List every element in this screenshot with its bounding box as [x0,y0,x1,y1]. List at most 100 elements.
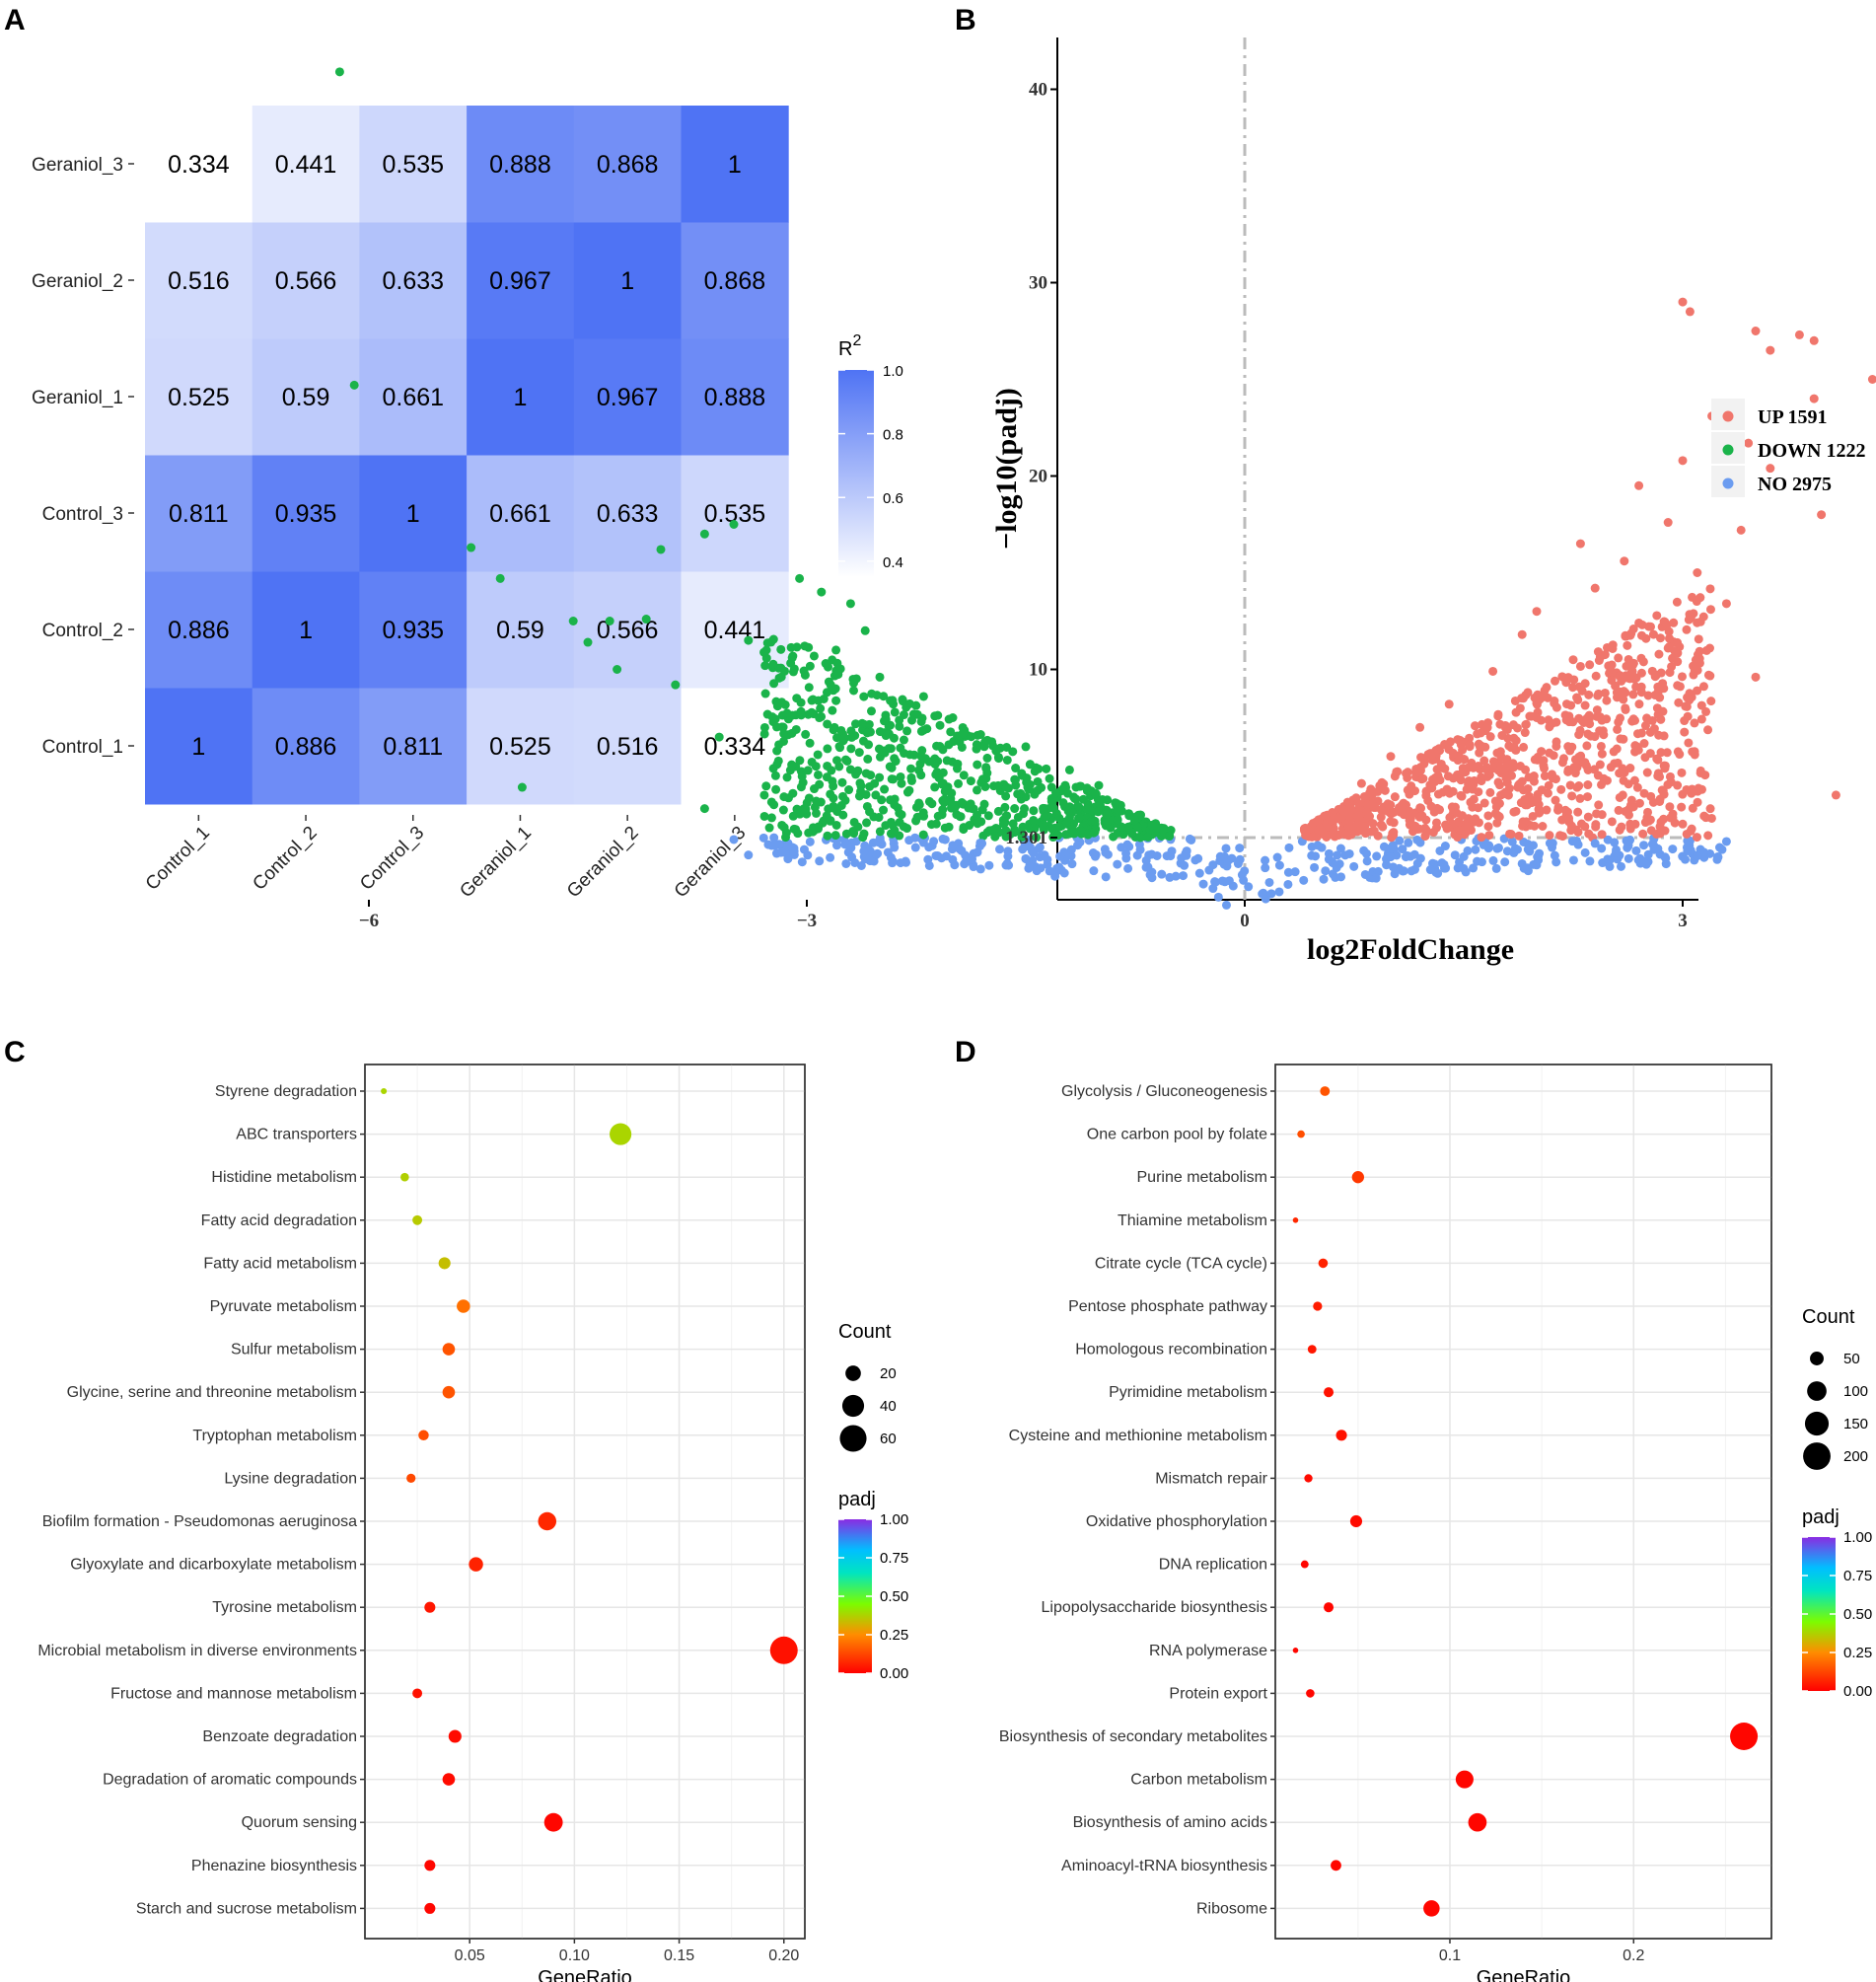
volcano-point-down [1034,764,1044,773]
x-tick-label: 0.1 [1439,1947,1461,1964]
volcano-point-down [834,762,844,771]
volcano-point-down [841,829,851,839]
volcano-point-up [1582,741,1592,751]
volcano-point-up [1483,822,1493,832]
volcano-point-no [1123,863,1133,873]
padj-tick-label: 0.75 [880,1550,908,1567]
volcano-point-up [1363,799,1373,809]
volcano-point-up [1706,697,1716,706]
volcano-point-no [1409,864,1419,874]
volcano-dense-clusters [758,584,1727,910]
volcano-point-up [1507,771,1517,780]
volcano-point-up [1567,791,1577,801]
volcano-point-no [1103,849,1113,859]
volcano-point-up [1817,510,1827,520]
volcano-point-up [1602,696,1612,705]
heatmap-value: 0.868 [704,267,766,295]
volcano-point-up [1553,805,1563,815]
pathway-dot [1297,1130,1305,1138]
volcano-point-no [984,860,994,870]
heatmap-value: 1 [191,733,205,761]
volcano-point-up [1614,717,1623,727]
volcano-point-down [829,725,838,735]
volcano-point-no [1003,851,1013,861]
volcano-point-up [1338,806,1348,816]
volcano-point-down [776,663,786,673]
volcano-point-up [1640,753,1650,763]
heatmap-cell [467,222,575,339]
volcano-point-no [1210,877,1220,887]
volcano-point-down [911,802,921,812]
volcano-point-down [870,778,880,788]
volcano-point-down [955,737,965,747]
volcano-point-no [1023,838,1033,847]
volcano-point-down [848,686,858,696]
volcano-point-no [1611,847,1621,857]
volcano-point-no [1386,852,1396,862]
volcano-point-down [972,744,981,754]
volcano-point-up [1421,825,1431,835]
volcano-point-down [863,754,873,764]
count-legend-label: 40 [880,1398,897,1415]
volcano-point-up [1639,739,1649,749]
volcano-point-down [778,805,788,815]
volcano-point-down [874,744,884,754]
pathway-dot [1331,1860,1341,1872]
volcano-point-up [1693,797,1702,807]
volcano-point-up [1340,830,1350,840]
pathway-label: Styrene degradation [215,1083,357,1100]
heatmap-cell [359,688,468,805]
volcano-point-no [1167,846,1177,856]
volcano-point-no [859,846,869,856]
volcano-point-down [770,771,780,780]
volcano-y-tick-label: 40 [1029,79,1047,100]
heatmap-value: 0.566 [275,267,337,295]
volcano-point-down [805,661,815,671]
volcano-point-no [1208,860,1218,870]
pathway-dot [543,1812,563,1832]
volcano-point-down [887,763,897,772]
volcano-point-up [1659,814,1669,824]
volcano-point-up [1517,694,1527,703]
volcano-point-no [948,841,958,850]
heatmap-cell [681,222,789,339]
volcano-point-down [944,822,954,832]
volcano-point-down [874,812,884,822]
r2-legend: R2 1.0 0.8 0.6 0.4 [838,332,903,577]
volcano-point-up [1693,567,1702,577]
volcano-point-down [801,729,811,739]
volcano-point-down [1073,801,1083,811]
volcano-point-up [1551,676,1560,686]
volcano-point-up [1433,771,1443,780]
volcano-point-up [1594,800,1604,810]
volcano-point-up [1613,724,1623,734]
volcano-point-down [833,670,843,680]
volcano-point-up [1376,812,1386,822]
count-legend-label: 100 [1843,1383,1868,1400]
volcano-point-down [867,689,877,698]
volcano-point-no [961,857,971,867]
volcano-point-up [1623,810,1633,820]
heatmap-row-label: Control_1 [42,737,123,758]
volcano-point-no [1623,853,1633,863]
volcano-point-down [1117,806,1126,816]
volcano-point-up [1386,809,1396,819]
volcano-point-up [1642,713,1652,723]
pathway-dot [1313,1301,1323,1311]
volcano-point-down [807,757,817,767]
volcano-point-down [1093,807,1103,817]
volcano-point-up [1575,793,1585,803]
volcano-point-down [897,778,906,788]
heatmap-value: 1 [620,267,634,295]
heatmap-cell [145,106,253,223]
pathway-label: Oxidative phosphorylation [1086,1513,1267,1530]
volcano-point-down [1129,816,1139,826]
pathway-label: Cysteine and methionine metabolism [1009,1428,1267,1444]
count-legend-dot [1810,1352,1824,1365]
volcano-point-no [1324,848,1334,858]
volcano-point-down [906,764,916,773]
padj-legend-title: padj [1802,1506,1840,1528]
volcano-point-down [812,796,822,806]
volcano-point-down [759,729,769,739]
heatmap-col-label: Geraniol_3 [671,823,751,903]
